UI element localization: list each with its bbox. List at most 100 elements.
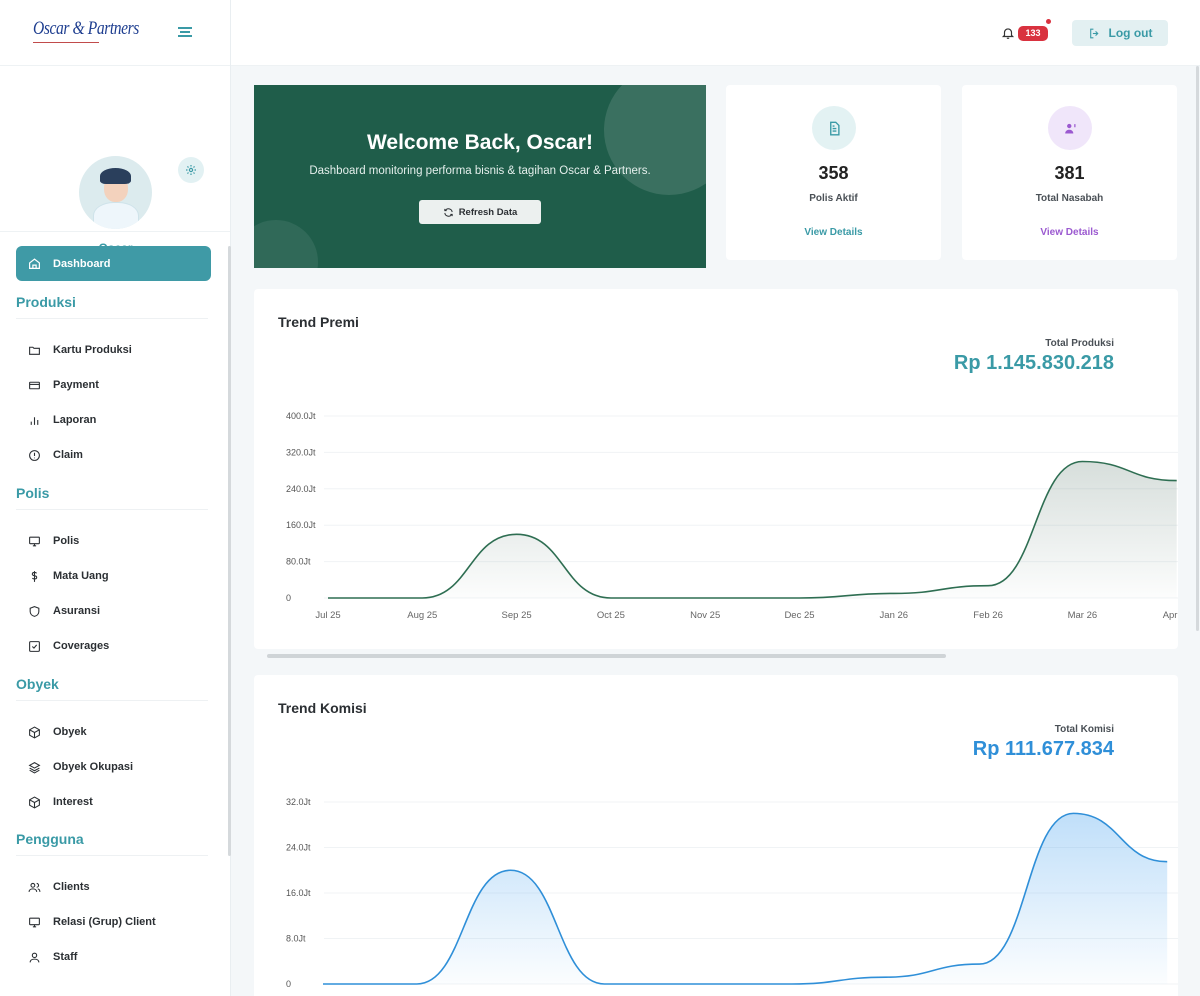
welcome-title: Welcome Back, Oscar! (366, 131, 594, 154)
x-tick-label: Jul 25 (315, 610, 340, 621)
bell-icon[interactable] (1001, 26, 1015, 40)
stat-value: 381 (1054, 163, 1085, 183)
user-icon (29, 952, 39, 962)
sidebar-item-obyek-okupasi[interactable]: Obyek Okupasi (27, 760, 133, 774)
y-tick-label: 240.0Jt (286, 484, 316, 494)
y-tick-label: 400.0Jt (286, 411, 316, 421)
sidebar-item-laporan[interactable]: Laporan (27, 413, 96, 427)
sidebar-item-payment[interactable]: Payment (27, 378, 99, 392)
refresh-data-button[interactable]: Refresh Data (419, 200, 541, 224)
sidebar-item-label: Kartu Produksi (53, 344, 132, 356)
shield-icon (29, 605, 39, 617)
view-details-link[interactable]: View Details (804, 227, 863, 238)
sidebar-scrollbar[interactable] (228, 246, 231, 856)
sidebar-item-label: Obyek Okupasi (53, 761, 134, 773)
folder-icon (28, 346, 40, 355)
trend-komisi-card: Trend Komisi Total Komisi Rp 111.677.834… (254, 675, 1178, 996)
view-details-link[interactable]: View Details (1040, 227, 1099, 238)
sidebar-item-asuransi[interactable]: Asuransi (27, 604, 100, 618)
avatar (79, 156, 152, 229)
sidebar-item-kartu-produksi[interactable]: Kartu Produksi (27, 343, 132, 357)
topbar: 133 Log out (231, 0, 1200, 66)
x-tick-label: Jan 26 (880, 610, 909, 621)
dollar-icon (31, 570, 37, 582)
stat-icon-bg (1048, 106, 1092, 150)
sidebar-item-label: Interest (53, 796, 93, 808)
sidebar-item-mata-uang[interactable]: Mata Uang (27, 569, 109, 583)
nav-divider (16, 700, 208, 701)
main-scrollbar[interactable] (1196, 66, 1199, 631)
total-komisi-label: Total Komisi (1054, 724, 1114, 735)
user-plus-icon (1064, 123, 1075, 133)
sidebar-item-dashboard[interactable]: Dashboard (16, 246, 211, 281)
sidebar-item-label: Asuransi (53, 605, 101, 617)
sidebar-item-staff[interactable]: Staff (27, 950, 77, 964)
sidebar-item-clients[interactable]: Clients (27, 880, 90, 894)
series-area (323, 813, 1168, 984)
x-tick-label: Sep 25 (502, 610, 532, 621)
profile-panel: Oscar owner (0, 66, 230, 269)
monitor-icon (28, 536, 40, 546)
sidebar-item-label: Claim (53, 449, 83, 461)
nav-divider (16, 855, 208, 856)
gear-icon (186, 165, 196, 175)
sidebar-item-label: Relasi (Grup) Client (53, 916, 156, 928)
chart-horizontal-scrollbar[interactable] (267, 654, 946, 658)
brand-header: Oscar & Partners (0, 0, 230, 66)
sidebar: Oscar & Partners Oscar owner Dashboard P… (0, 0, 231, 996)
stat-label: Total Nasabah (1035, 193, 1104, 204)
x-tick-label: Aug 25 (407, 610, 437, 621)
chart-title: Trend Premi (278, 314, 359, 330)
sidebar-item-relasi-grup-client[interactable]: Relasi (Grup) Client (27, 915, 156, 929)
sidebar-item-interest[interactable]: Interest (27, 795, 93, 809)
profile-settings-button[interactable] (178, 157, 204, 183)
sidebar-item-claim[interactable]: Claim (27, 448, 83, 462)
y-tick-label: 16.0Jt (286, 888, 311, 898)
trend-komisi-chart: 0 8.0Jt 16.0Jt 24.0Jt 32.0Jt (286, 797, 1178, 989)
logout-button[interactable]: Log out (1072, 20, 1168, 46)
x-tick-label: Oct 25 (597, 610, 625, 621)
series-line (328, 460, 1177, 599)
refresh-icon (444, 207, 453, 217)
notification-badge[interactable]: 133 (1018, 26, 1048, 41)
box-icon (28, 795, 40, 809)
x-tick-label: Mar 26 (1068, 610, 1098, 621)
y-tick-label: 160.0Jt (286, 520, 316, 530)
sidebar-item-polis[interactable]: Polis (27, 534, 79, 548)
file-text-icon (829, 121, 840, 135)
bar-chart-icon (30, 416, 38, 425)
total-produksi-value: Rp 1.145.830.218 (953, 352, 1114, 374)
stat-value: 358 (818, 163, 849, 183)
y-tick-label: 24.0Jt (286, 843, 311, 853)
x-tick-label: Apr 26 (1163, 610, 1178, 621)
sidebar-item-coverages[interactable]: Coverages (27, 639, 109, 653)
stat-card-total-nasabah: 381 Total Nasabah View Details (962, 85, 1177, 260)
stat-label: Polis Aktif (809, 193, 858, 204)
y-tick-label: 0 (286, 979, 291, 989)
nav-divider (16, 318, 208, 319)
nav-group-title: Polis (16, 485, 50, 501)
users-icon (28, 882, 40, 892)
welcome-banner: Welcome Back, Oscar! Dashboard monitorin… (254, 85, 706, 268)
chart-title: Trend Komisi (278, 700, 367, 716)
sidebar-item-label: Staff (53, 951, 78, 963)
x-tick-label: Dec 25 (784, 610, 814, 621)
nav-group-title: Pengguna (16, 831, 84, 847)
sidebar-item-label: Mata Uang (53, 570, 109, 582)
sidebar-item-obyek[interactable]: Obyek (27, 725, 87, 739)
welcome-subtitle: Dashboard monitoring performa bisnis & t… (309, 165, 651, 177)
logout-icon (1089, 28, 1099, 38)
alert-circle-icon (28, 449, 40, 461)
home-icon (29, 258, 40, 269)
layers-icon (28, 761, 40, 774)
sidebar-item-label: Coverages (53, 640, 110, 652)
sidebar-item-label: Polis (53, 535, 80, 547)
nav-group-title: Obyek (16, 676, 59, 692)
x-tick-label: Feb 26 (973, 610, 1003, 621)
nav-divider (16, 509, 208, 510)
notification-dot (1046, 19, 1051, 24)
box-icon (28, 725, 40, 739)
company-logo[interactable]: Oscar & Partners (33, 18, 139, 48)
sidebar-item-label: Laporan (53, 414, 97, 426)
menu-toggle-icon[interactable] (178, 27, 192, 38)
